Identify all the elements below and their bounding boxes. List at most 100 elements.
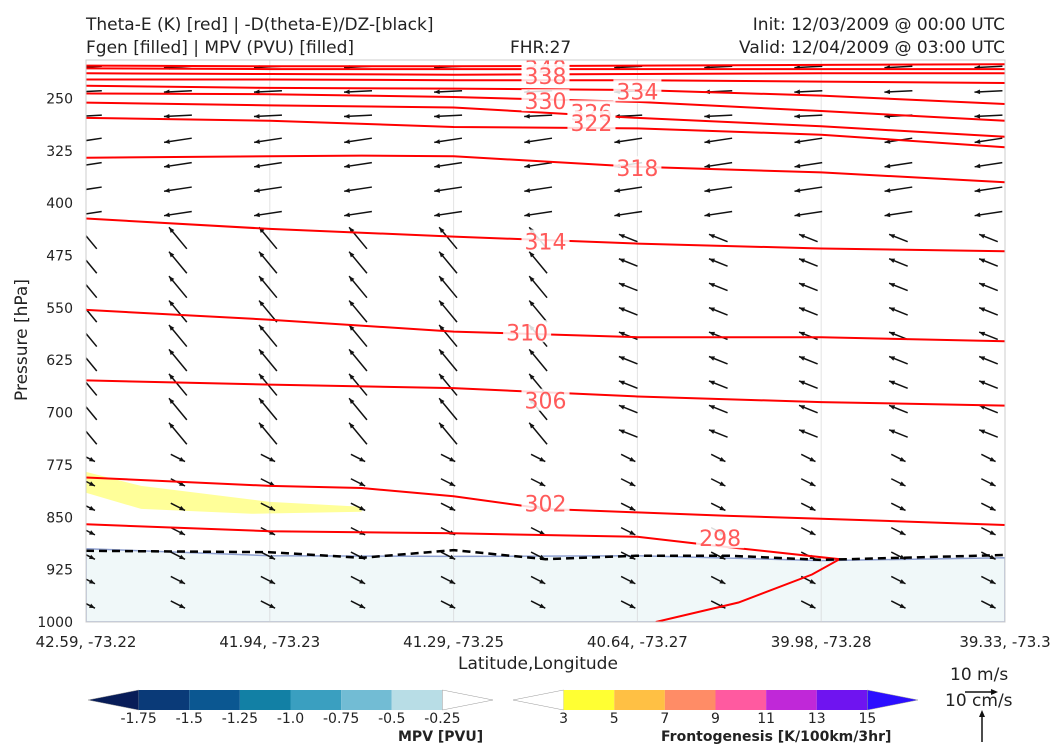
wind-vector-head	[704, 139, 711, 144]
wind-vector-shaft	[86, 283, 98, 299]
wind-vector-head	[259, 300, 265, 307]
wind-vector-head	[359, 456, 366, 462]
wind-vector	[440, 551, 456, 560]
wind-vector-head	[889, 380, 896, 386]
wind-vector-head	[253, 113, 260, 119]
wind-vector	[163, 161, 192, 169]
wind-vector-head	[164, 212, 170, 218]
wind-vector-head	[719, 554, 726, 560]
wind-vector	[800, 453, 816, 463]
wind-vector	[974, 113, 1003, 119]
wind-vector-head	[899, 579, 906, 584]
wind-vector-head	[794, 139, 801, 144]
fgen-colorbar-label: Frontogenesis [K/100km/3hr]	[661, 729, 892, 745]
wind-vector-head	[179, 505, 186, 511]
wind-vector-head	[359, 579, 366, 584]
wind-vector-head	[794, 113, 800, 119]
fgen-colorbar-swatch	[664, 690, 716, 710]
wind-vector-head	[809, 530, 816, 535]
wind-vector	[440, 575, 456, 585]
wind-vector	[344, 210, 372, 218]
wind-vector-head	[708, 331, 715, 337]
wind-vector-head	[524, 212, 531, 218]
wind-vector-head	[254, 163, 260, 169]
wind-vector-head	[439, 227, 445, 233]
wind-vector	[440, 478, 456, 487]
wind-vector	[794, 89, 823, 95]
y-tick-label: 775	[46, 458, 73, 474]
wind-vector-head	[979, 258, 986, 263]
y-tick-label: 550	[46, 301, 73, 317]
y-tick-label: 325	[46, 144, 73, 160]
mpv-colorbar-swatch	[87, 689, 139, 711]
wind-vector-head	[79, 423, 84, 429]
wind-vector	[980, 478, 996, 487]
wind-vector	[348, 397, 368, 421]
wind-vector-head	[629, 530, 636, 535]
wind-vector-head	[168, 349, 175, 356]
wind-vector-head	[884, 139, 891, 144]
wind-vector-head	[974, 139, 981, 144]
wind-vector	[170, 551, 186, 560]
wind-vector	[168, 251, 188, 274]
wind-vector	[800, 502, 816, 512]
x-tick-label: 42.59, -73.22	[36, 633, 137, 651]
wind-vector	[348, 251, 368, 274]
wind-vector-head	[618, 283, 625, 288]
wind-vector	[350, 600, 366, 609]
wind-vector	[434, 161, 463, 169]
wind-vector	[888, 380, 908, 390]
wind-vector	[170, 453, 186, 463]
wind-vector-head	[799, 258, 806, 263]
wind-vector-head	[799, 380, 806, 386]
wind-vector	[708, 331, 728, 341]
mpv-colorbar-swatch	[290, 690, 342, 710]
wind-vector-head	[629, 579, 636, 584]
wind-vector	[434, 186, 463, 193]
wind-vector-head	[708, 405, 715, 410]
wind-vector	[978, 404, 999, 414]
wind-vector	[974, 161, 1003, 169]
wind-vector	[980, 526, 996, 536]
theta-e-contour-label: 334	[616, 80, 658, 105]
wind-vector-head	[179, 554, 186, 560]
wind-vector	[86, 578, 96, 585]
wind-vector	[163, 137, 192, 144]
fgen-colorbar-swatch	[614, 690, 665, 710]
wind-vector-head	[168, 276, 175, 282]
vector-key-vertical-head	[979, 710, 985, 717]
wind-vector-head	[349, 324, 355, 331]
wind-vector-head	[979, 405, 986, 410]
wind-vector-head	[809, 603, 816, 609]
wind-vector-shaft	[86, 430, 98, 445]
wind-vector	[168, 226, 188, 250]
wind-vector	[440, 453, 456, 463]
mpv-colorbar-label: MPV [PVU]	[398, 729, 484, 745]
wind-vector-head	[269, 505, 276, 511]
wind-vector	[708, 306, 728, 316]
wind-vector-head	[719, 505, 726, 511]
x-axis-label: Latitude,Longitude	[458, 654, 618, 674]
wind-vector	[253, 89, 282, 95]
wind-vector	[260, 600, 276, 609]
wind-vector	[163, 186, 192, 193]
theta-e-contour-318	[86, 154, 1005, 184]
wind-vector	[798, 429, 818, 438]
wind-vector	[348, 300, 368, 323]
wind-vector	[260, 453, 276, 463]
wind-vector	[348, 226, 368, 250]
mpv-colorbar-swatch	[442, 689, 494, 711]
wind-vector	[618, 282, 638, 292]
wind-vector-head	[259, 251, 265, 258]
fgen-colorbar-tick: 7	[660, 711, 669, 727]
wind-vector-head	[344, 89, 350, 95]
wind-vector-head	[349, 251, 355, 258]
mpv-colorbar: -1.75 -1.5 -1.25 -1.0 -0.75 -0.5 -0.25	[87, 689, 494, 727]
wind-vector-head	[88, 481, 95, 487]
wind-vector-head	[254, 188, 260, 193]
wind-vector	[618, 380, 638, 390]
wind-vector-head	[259, 276, 265, 282]
wind-vector	[708, 429, 728, 438]
wind-vector-head	[974, 113, 981, 119]
